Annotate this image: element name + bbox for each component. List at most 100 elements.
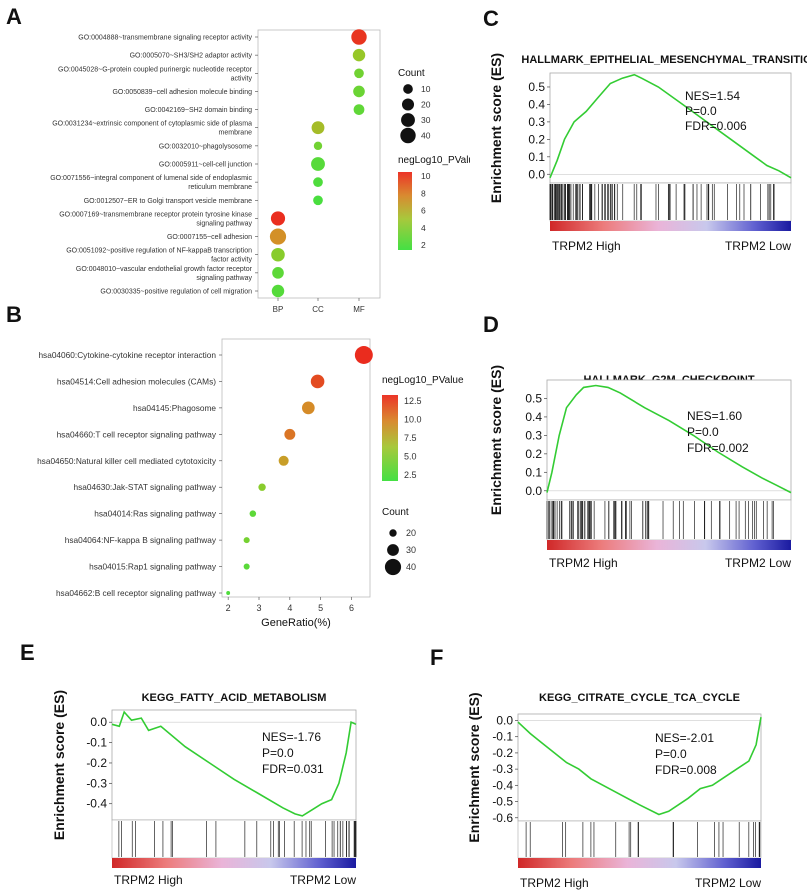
term-label-b: hsa04145:Phagosome [133,403,216,413]
term-label-b: hsa04650:Natural killer cell mediated cy… [37,456,217,466]
y-tick-label: 0.0 [90,715,107,729]
rank-bar [547,540,791,550]
y-tick-label: -0.1 [492,730,513,744]
y-tick-label: 0.5 [528,80,545,94]
data-point-a [271,284,285,298]
color-legend-label-b: 5.0 [404,452,417,462]
data-point-a [352,48,366,62]
data-point-b [258,483,266,491]
hits-frame [517,820,762,859]
stat-label-2: FDR=0.008 [655,763,717,777]
y-tick-label: -0.2 [492,746,513,760]
stat-label-1: P=0.0 [685,104,717,118]
es-curve [549,73,792,179]
y-axis-label: Enrichment score (ES) [488,365,504,515]
chart-b-kegg-dotplot: hsa04060:Cytokine-cytokine receptor inte… [37,338,464,629]
chart-e-gsea-fatty-acid: KEGG_FATTY_ACID_METABOLISM Enrichment sco… [51,690,357,887]
group-high-label: TRPM2 High [549,556,618,570]
stat-label-2: FDR=0.006 [685,119,747,133]
y-axis-label: Enrichment score (ES) [488,53,504,203]
y-tick-label: -0.1 [86,736,107,750]
data-point-b [226,591,231,595]
term-label-a: GO:0048010~vascular endothelial growth f… [76,266,253,282]
data-point-a [269,228,287,245]
term-label-a: GO:0045028~G-protein coupled purinergic … [58,66,253,82]
y-axis-label: Enrichment score (ES) [466,692,482,842]
panel-letter-c: C [483,6,499,31]
group-low-label: TRPM2 Low [695,876,761,890]
term-label-a: GO:0005911~cell-cell junction [159,162,252,169]
data-point-b [243,537,250,544]
x-tick-label-b: 3 [256,603,261,613]
x-tick-label-a: MF [353,305,365,314]
y-tick-label: 0.0 [496,713,513,727]
y-tick-label: 0.1 [525,465,542,479]
x-tick-label-a: BP [273,305,284,314]
y-tick-label: 0.2 [525,447,542,461]
data-point-a [311,157,325,171]
panel-letter-d: D [483,312,499,337]
term-label-a: GO:0005070~SH3/SH2 adaptor activity [130,53,253,60]
data-point-b [249,510,257,517]
color-legend-title-b: negLog10_PValue [382,375,464,386]
size-legend-dot-b [389,529,397,537]
size-legend-title-a: Count [398,68,425,79]
term-label-a: GO:0051092~positive regulation of NF-kap… [66,248,252,264]
y-tick-label: 0.4 [525,410,542,424]
size-legend-label-a: 20 [421,100,431,110]
color-legend-label-a: 10 [421,171,431,181]
term-label-a: GO:0032010~phagolysosome [159,143,252,150]
term-label-b: hsa04064:NF-kappa B signaling pathway [65,535,217,545]
stat-label-1: P=0.0 [262,746,294,760]
stat-label-2: FDR=0.002 [687,441,749,455]
x-tick-label-b: 5 [318,603,323,613]
size-legend-dot-a [401,113,415,127]
es-frame [517,713,762,822]
plot-frame-b [221,338,371,598]
es-curve [546,384,792,494]
y-axis-label: Enrichment score (ES) [51,690,67,840]
data-point-a [313,195,323,206]
term-label-b: hsa04060:Cytokine-cytokine receptor inte… [38,350,216,360]
y-tick-label: 0.5 [525,391,542,405]
term-label-b: hsa04014:Ras signaling pathway [94,509,217,519]
size-legend-dot-b [384,558,402,576]
data-point-a [271,247,285,262]
group-low-label: TRPM2 Low [290,873,356,887]
y-tick-label: -0.2 [86,756,107,770]
data-point-a [313,177,323,187]
y-tick-label: -0.3 [86,776,107,790]
data-point-a [351,29,367,45]
term-label-a: GO:0031234~extrinsic component of cytopl… [52,121,252,137]
term-label-a: GO:0050839~cell adhesion molecule bindin… [112,89,252,96]
y-tick-label: -0.3 [492,762,513,776]
color-legend-title-a: negLog10_PValue [398,155,470,166]
group-low-label: TRPM2 Low [725,239,791,253]
y-tick-label: 0.0 [525,484,542,498]
chart-c-gsea-emt: HALLMARK_EPITHELIAL_MESENCHYMAL_TRANSITI… [488,53,807,253]
chart-title: KEGG_CITRATE_CYCLE_TCA_CYCLE [539,692,740,704]
term-label-a: GO:0012507~ER to Golgi transport vesicle… [84,198,252,205]
chart-f-gsea-tca: KEGG_CITRATE_CYCLE_TCA_CYCLE Enrichment s… [466,692,762,890]
panel-letter-a: A [6,4,22,29]
term-label-a: GO:0042169~SH2 domain binding [145,107,252,114]
term-label-b: hsa04660:T cell receptor signaling pathw… [57,429,217,439]
term-label-a: GO:0071556~integral component of lumenal… [50,175,252,191]
data-point-a [313,141,323,151]
y-tick-label: 0.3 [525,428,542,442]
term-label-a: GO:0030335~positive regulation of cell m… [100,289,252,296]
stat-label-1: P=0.0 [687,425,719,439]
y-tick-label: 0.4 [528,97,545,111]
term-label-a: GO:0004888~transmembrane signaling recep… [78,35,252,42]
rank-bar [112,858,356,868]
es-curve [517,717,762,816]
x-tick-label-b: 4 [287,603,292,613]
data-point-b [301,401,315,415]
stat-label-0: NES=1.60 [687,409,742,423]
es-curve [111,710,357,817]
size-legend-label-b: 40 [406,562,416,572]
color-legend-label-b: 7.5 [404,433,417,443]
color-legend-label-b: 10.0 [404,415,422,425]
y-tick-label: -0.4 [492,778,513,792]
x-tick-label-b: 6 [349,603,354,613]
